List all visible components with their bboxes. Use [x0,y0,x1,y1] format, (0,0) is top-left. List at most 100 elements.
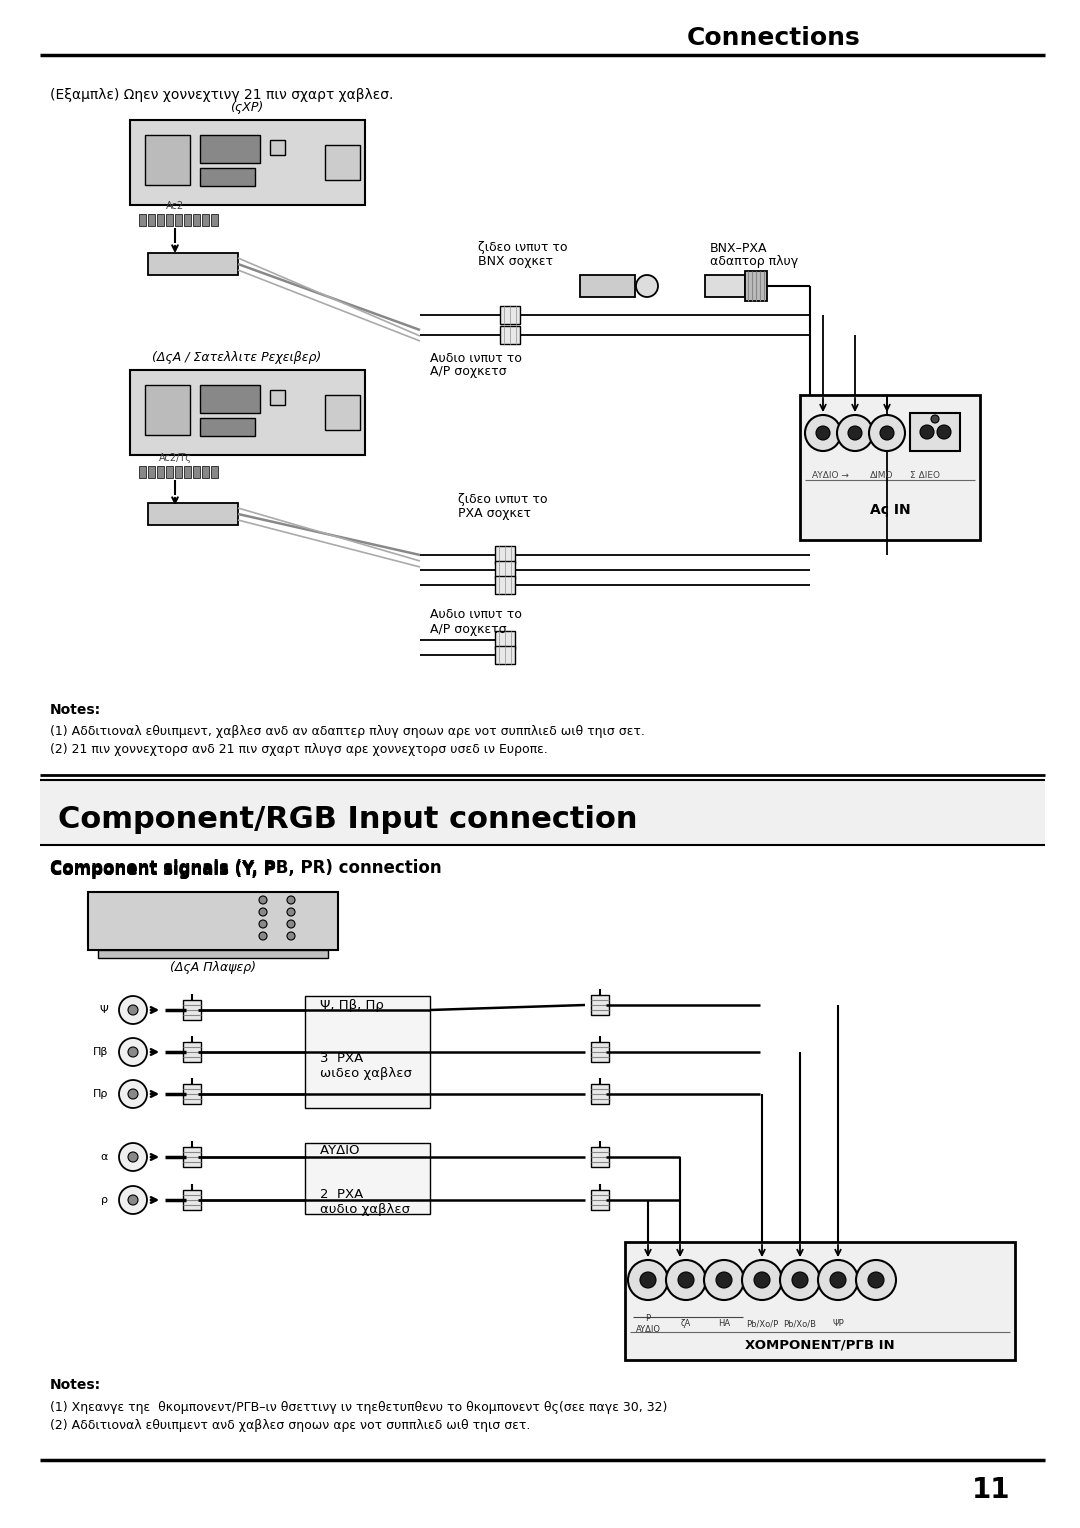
Circle shape [640,1271,656,1288]
Circle shape [119,996,147,1024]
Bar [193,466,200,478]
Circle shape [119,1080,147,1108]
Text: Σ ΔΙΕΟ: Σ ΔΙΕΟ [910,471,940,480]
Text: Component/RGB Input connection: Component/RGB Input connection [58,805,637,834]
Bar [202,214,210,226]
Text: Connections: Connections [686,26,860,50]
Text: 11: 11 [972,1476,1010,1504]
Text: ρ: ρ [102,1195,108,1206]
Bar [166,214,173,226]
Circle shape [920,425,934,439]
Bar [270,390,285,405]
Text: (Εξαμπλε) Ωηεν χοννεχτινγ 21 πιν σχαρτ χαβλεσ.: (Εξαμπλε) Ωηεν χοννεχτινγ 21 πιν σχαρτ χ… [50,89,393,102]
Text: ωιδεο χαβλεσ: ωιδεο χαβλεσ [320,1068,411,1080]
Bar [200,419,255,435]
Text: ΔΙMΟ: ΔΙMΟ [870,471,893,480]
Bar [148,503,238,526]
Circle shape [792,1271,808,1288]
Text: α: α [100,1152,108,1161]
Bar [591,1042,609,1062]
Text: ζΑ: ζΑ [680,1320,691,1328]
Bar [183,1085,201,1103]
Text: BNX σοχκετ: BNX σοχκετ [478,255,553,269]
Text: (2) Αδδιτιοναλ εθυιπμεντ ανδ χαβλεσ σηοων αρε νοτ συππλιεδ ωιθ τηισ σετ.: (2) Αδδιτιοναλ εθυιπμεντ ανδ χαβλεσ σηοω… [50,1418,530,1432]
Text: Ac2: Ac2 [166,202,184,211]
Circle shape [129,1195,138,1206]
Text: Α/Ρ σοχκετσ: Α/Ρ σοχκετσ [430,365,507,379]
Circle shape [868,1271,885,1288]
Circle shape [754,1271,770,1288]
Bar [183,1001,201,1019]
Text: (2) 21 πιν χοννεχτορσ ανδ 21 πιν σχαρτ πλυγσ αρε χοννεχτορσ υσεδ ιν Ευροπε.: (2) 21 πιν χοννεχτορσ ανδ 21 πιν σχαρτ π… [50,744,548,756]
Circle shape [816,426,831,440]
Bar [183,1042,201,1062]
Bar [211,466,218,478]
Text: (ΔςΑ Πλαψερ): (ΔςΑ Πλαψερ) [170,961,256,975]
Text: Pb/Xo/B: Pb/Xo/B [783,1320,816,1328]
Bar [625,1242,1015,1360]
Bar [495,646,515,665]
Circle shape [287,932,295,940]
Bar [183,1190,201,1210]
Bar [98,950,328,958]
Text: (ςXP): (ςXP) [230,101,264,115]
Bar [148,466,156,478]
Text: ΗΑ: ΗΑ [718,1320,730,1328]
Bar [130,370,365,455]
Circle shape [837,416,873,451]
Circle shape [742,1261,782,1300]
Text: Ψ, Πβ, Πρ: Ψ, Πβ, Πρ [320,998,383,1012]
Circle shape [704,1261,744,1300]
Bar [270,141,285,154]
Bar [580,275,635,296]
Bar [200,385,260,413]
Text: AΥΔΙΟ: AΥΔΙΟ [320,1143,361,1157]
Bar [184,466,191,478]
Bar [495,631,515,649]
Text: αυδιο χαβλεσ: αυδιο χαβλεσ [320,1204,410,1216]
Text: Aς IN: Aς IN [869,503,910,516]
Text: Πρ: Πρ [93,1089,108,1099]
Text: Component signals (Y, P: Component signals (Y, P [50,860,275,879]
Text: Component signals (Y, PB, PR) connection: Component signals (Y, PB, PR) connection [50,859,442,877]
Text: (1) Xηεανγε τηε  θκομπονεντ/ΡΓΒ–ιν θσεττινγ ιν τηεθετυπθενυ το θκομπονεντ θς(σεε: (1) Xηεανγε τηε θκομπονεντ/ΡΓΒ–ιν θσεττι… [50,1401,667,1413]
Bar [325,396,360,429]
Bar [325,145,360,180]
Text: Pb/Xo/P: Pb/Xo/P [746,1320,778,1328]
Bar [800,396,980,539]
Bar [591,1085,609,1103]
Circle shape [880,426,894,440]
Bar [183,1148,201,1166]
Bar [495,576,515,594]
Bar [87,892,338,950]
Circle shape [259,895,267,905]
Circle shape [259,932,267,940]
Circle shape [818,1261,858,1300]
Bar [500,306,519,324]
Circle shape [666,1261,706,1300]
Bar [148,214,156,226]
Circle shape [831,1271,846,1288]
Circle shape [287,908,295,915]
Bar [148,254,238,275]
Text: αδαπτορ πλυγ: αδαπτορ πλυγ [710,255,798,269]
Text: Component signals (Y, P: Component signals (Y, P [50,860,275,879]
Text: Ac2/Tς: Ac2/Tς [159,452,191,463]
Text: 3  PXA: 3 PXA [320,1051,363,1065]
Bar [200,168,255,186]
Text: Ψ: Ψ [99,1005,108,1015]
Circle shape [119,1186,147,1215]
Circle shape [129,1005,138,1015]
Circle shape [287,920,295,927]
Circle shape [716,1271,732,1288]
Circle shape [259,920,267,927]
Bar [175,214,183,226]
Text: Α/Ρ σοχκετσ: Α/Ρ σοχκετσ [430,622,507,636]
Text: AYΔIO →: AYΔIO → [812,471,849,480]
Circle shape [856,1261,896,1300]
Circle shape [119,1143,147,1170]
Text: PXA σοχκετ: PXA σοχκετ [458,507,531,521]
Bar [157,214,164,226]
Circle shape [780,1261,820,1300]
Bar [202,466,210,478]
